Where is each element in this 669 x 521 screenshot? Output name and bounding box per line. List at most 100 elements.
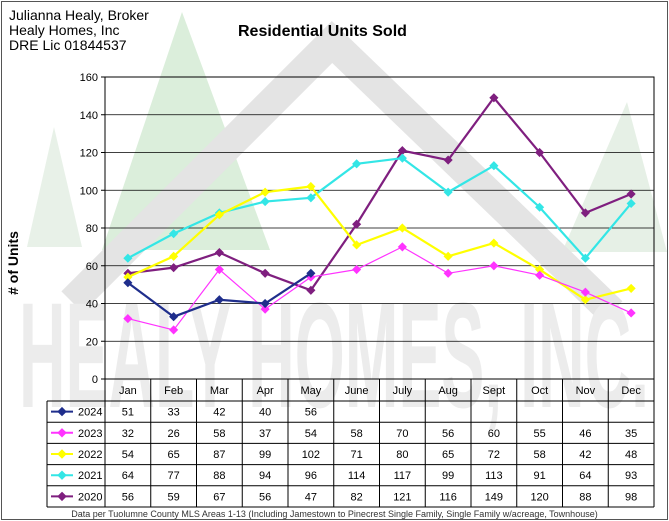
data-table-cell: 113 [485,470,503,482]
data-point [443,187,453,197]
data-point [260,304,270,314]
data-table-cell: 58 [534,449,546,461]
data-table-cell: 54 [305,428,317,440]
data-table-cell: 51 [122,407,134,419]
y-tick-label: 0 [92,374,98,386]
data-point [352,264,362,275]
chart-title: Residential Units Sold [238,23,407,40]
y-tick-label: 20 [86,336,98,348]
data-table-cell: 64 [122,470,134,482]
data-point [214,295,224,305]
x-tick-label: Aug [438,385,458,397]
data-point [214,210,224,220]
data-point [169,251,179,261]
data-point [260,268,270,278]
data-table-cell: 82 [351,491,363,503]
data-table-cell: 54 [122,449,134,461]
data-table-cell: 42 [579,449,591,461]
data-table-cell: 67 [213,491,225,503]
watermark-roof [61,20,623,323]
data-point [123,314,133,324]
data-point [397,223,407,233]
x-tick-label: July [393,385,413,397]
legend-series-name: 2024 [78,407,102,419]
data-point [169,312,179,322]
data-table-cell: 77 [168,470,180,482]
broker-info: Julianna Healy, Broker Healy Homes, Inc … [9,8,149,53]
data-table-cell: 56 [259,491,271,503]
y-tick-label: 80 [86,223,98,235]
data-table-cell: 42 [213,407,225,419]
y-tick-label: 120 [80,148,98,160]
data-point [306,181,316,192]
data-point [443,268,453,278]
data-point [626,308,636,318]
watermark-tree-left [27,127,82,247]
data-point [626,189,636,199]
x-tick-label: Sept [483,385,506,397]
data-table-cell: 114 [348,470,366,482]
data-point [397,153,407,163]
data-table-cell: 56 [122,491,134,503]
data-table-cell: 59 [168,491,180,503]
legend-key-marker [57,470,67,480]
data-table-cell: 46 [579,428,591,440]
data-table-cell: 60 [488,428,500,440]
data-point [306,268,316,278]
data-table-cell: 149 [485,491,503,503]
data-table-cell: 116 [439,491,457,503]
data-point [626,283,636,293]
data-point [169,325,179,335]
data-table-cell: 64 [579,470,591,482]
x-tick-label: Mar [210,385,229,397]
data-point [626,198,636,209]
data-point [535,147,545,158]
data-point [489,238,499,248]
data-table-cell: 48 [625,449,637,461]
data-point [443,251,453,261]
x-tick-label: Dec [621,385,641,397]
x-tick-label: Feb [164,385,183,397]
x-tick-label: Nov [576,385,596,397]
data-point [169,229,179,239]
y-tick-label: 140 [80,110,98,122]
x-tick-label: Jan [119,385,137,397]
legend-series-name: 2022 [78,449,102,461]
series-line [127,157,632,260]
data-table-cell: 55 [534,428,546,440]
data-table-cell: 98 [625,491,637,503]
company-name: Healy Homes, Inc [9,22,120,38]
data-table-cell: 37 [259,428,271,440]
data-point [214,264,224,275]
legend-series-name: 2020 [78,491,102,503]
legend-key-marker [57,428,67,438]
data-point [489,261,499,271]
series-line [127,185,632,301]
data-table-cell: 56 [305,407,317,419]
data-table-cell: 65 [168,449,180,461]
data-point [535,270,545,280]
data-table-cell: 65 [442,449,454,461]
data-table-cell: 56 [442,428,454,440]
data-point [443,155,453,165]
data-point [489,161,499,171]
data-point [352,159,362,169]
data-table-cell: 80 [396,449,408,461]
x-tick-label: Apr [257,385,274,397]
data-point [123,253,133,263]
data-point [123,278,133,288]
data-point [352,219,362,229]
data-table-cell: 40 [259,407,271,419]
legend-key-marker [57,449,67,459]
legend-key-marker [57,406,67,417]
data-table-cell: 88 [213,470,225,482]
data-point [580,208,590,218]
data-point [580,295,590,305]
y-tick-label: 160 [80,72,98,84]
data-table-cell: 26 [168,428,180,440]
footnote: Data per Tuolumne County MLS Areas 1-13 … [71,509,598,519]
data-point [352,240,362,250]
series-line [127,246,632,331]
